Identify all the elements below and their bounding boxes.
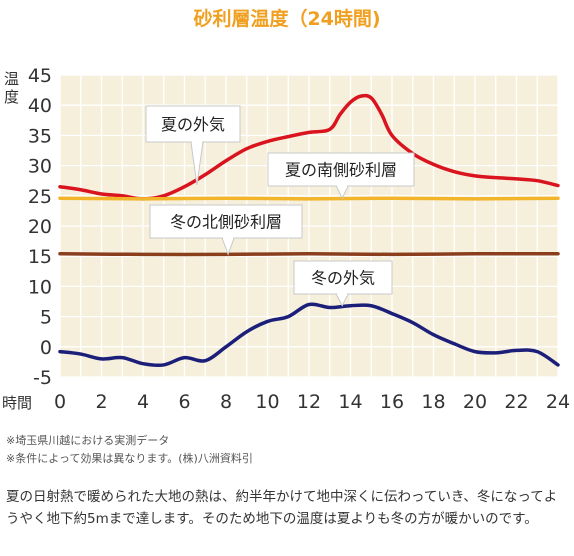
y-tick-label: 40 (28, 95, 52, 117)
y-tick-label: 25 (28, 186, 52, 208)
y-tick-label: 15 (28, 246, 52, 268)
x-tick-label: 10 (255, 391, 279, 413)
y-tick-label: 10 (28, 276, 52, 298)
series-line-2 (58, 196, 560, 201)
series-lines (58, 93, 560, 368)
callout-box (145, 105, 241, 143)
callout-label: 夏の外気 (161, 115, 225, 134)
x-tick-label: 6 (178, 391, 190, 413)
x-axis-label: 時間 (2, 394, 32, 412)
y-tick-label: 35 (28, 125, 52, 147)
x-tick-label: 4 (137, 391, 149, 413)
x-tick-label: 18 (421, 391, 445, 413)
x-tick-label: 16 (380, 391, 404, 413)
y-tick-label: -5 (33, 367, 52, 389)
series-line-4 (58, 302, 560, 368)
series-line-3 (58, 251, 560, 257)
page-title: 砂利層温度（24時間) (193, 8, 381, 30)
x-tick-label: 22 (504, 391, 528, 413)
callout-box (149, 204, 303, 239)
y-axis-label: 温度 (4, 70, 19, 106)
description-text: 夏の日射熱で暖められた大地の熱は、約半年かけて地中深くに伝わっていき、冬になって… (6, 489, 558, 527)
callout-pointer-join (223, 236, 234, 240)
y-tick-label: 5 (40, 307, 52, 329)
x-tick-label: 20 (463, 391, 487, 413)
x-tick-label: 12 (297, 391, 321, 413)
y-tick-label: 45 (28, 65, 52, 87)
x-tick-label: 14 (338, 391, 362, 413)
x-axis-ticks: 0 2 4 6 8 10 12 14 16 18 20 22 24 (54, 391, 570, 413)
callout-1: 夏の外気 (145, 105, 241, 185)
callout-box (293, 260, 393, 295)
callout-label: 冬の外気 (311, 269, 375, 288)
x-tick-label: 24 (546, 391, 570, 413)
callout-label: 夏の南側砂利層 (285, 161, 397, 180)
callout-pointer-join (191, 140, 202, 144)
callout-pointer-join (337, 184, 348, 188)
callout-label: 冬の北側砂利層 (170, 213, 282, 232)
note-source: ※埼玉県川越における実測データ (6, 434, 170, 447)
y-tick-label: 0 (40, 337, 52, 359)
y-axis-ticks: 45 40 35 30 25 20 15 10 5 0 -5 (28, 65, 52, 389)
callout-4: 冬の外気 (293, 260, 393, 307)
callout-box (267, 152, 415, 187)
callout-3: 冬の北側砂利層 (149, 204, 303, 256)
callout-pointer-join (337, 292, 348, 296)
callout-2: 夏の南側砂利層 (267, 152, 415, 200)
x-tick-label: 8 (220, 391, 232, 413)
x-tick-label: 2 (95, 391, 107, 413)
y-tick-label: 20 (28, 216, 52, 238)
y-tick-label: 30 (28, 156, 52, 178)
note-disclaimer: ※条件によって効果は異なります。(株)八洲資料引 (6, 452, 253, 465)
x-tick-label: 0 (54, 391, 66, 413)
